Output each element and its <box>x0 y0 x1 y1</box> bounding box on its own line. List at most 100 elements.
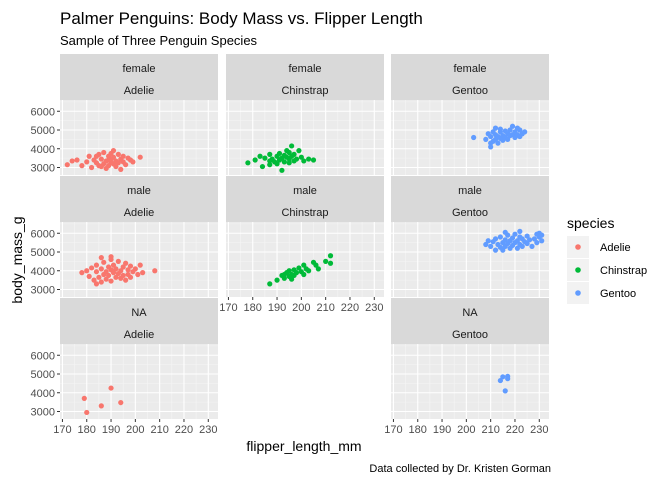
data-point <box>267 281 273 287</box>
data-point <box>524 233 530 239</box>
y-tick-label: 5000 <box>31 369 55 381</box>
data-point <box>103 269 109 275</box>
x-tick-label: 170 <box>384 424 402 436</box>
facet-panel: female Gentoo <box>391 54 549 175</box>
legend-marker <box>575 290 581 296</box>
data-point <box>289 143 295 149</box>
data-point <box>495 140 501 146</box>
y-axis-label: body_mass_g <box>9 216 25 303</box>
data-point <box>64 162 70 168</box>
data-point <box>84 268 90 274</box>
data-point <box>306 268 312 274</box>
x-tick-label: 230 <box>530 424 548 436</box>
data-point <box>522 129 528 135</box>
data-point <box>539 232 545 238</box>
y-tick-label: 6000 <box>31 106 55 118</box>
chart-title: Palmer Penguins: Body Mass vs. Flipper L… <box>60 9 423 28</box>
facet-strip-species: Adelie <box>124 329 155 341</box>
data-point <box>118 268 124 274</box>
data-point <box>113 266 119 272</box>
data-point <box>79 270 85 276</box>
x-tick-label: 180 <box>78 424 96 436</box>
data-point <box>108 385 114 391</box>
x-tick-label: 190 <box>433 424 451 436</box>
data-point <box>514 238 521 244</box>
data-point <box>110 148 117 154</box>
data-point <box>500 374 506 380</box>
facet-panels: female Adelie 3000 4000 5000 6000 female Chinst… <box>31 54 549 436</box>
data-point <box>276 150 283 157</box>
data-point <box>488 133 494 140</box>
data-point <box>110 270 117 276</box>
data-point <box>492 236 499 242</box>
data-point <box>502 388 508 394</box>
data-point <box>517 127 523 133</box>
data-point <box>245 160 251 166</box>
data-point <box>113 163 119 170</box>
facet-strip <box>226 176 384 222</box>
x-tick-label: 170 <box>53 424 71 436</box>
data-point <box>274 277 280 283</box>
data-point <box>291 151 297 157</box>
data-point <box>127 263 134 269</box>
data-point <box>125 267 131 273</box>
data-point <box>120 153 126 159</box>
data-point <box>507 127 513 133</box>
data-point <box>274 161 280 167</box>
x-tick-label: 190 <box>102 424 120 436</box>
legend: species Adelie Chinstrap Gentoo <box>567 215 647 304</box>
legend-marker <box>575 244 581 250</box>
data-point <box>502 229 508 235</box>
data-point <box>262 155 268 161</box>
facet-strip <box>226 54 384 100</box>
legend-label: Adelie <box>600 242 631 254</box>
data-point <box>315 266 321 272</box>
data-point <box>110 154 117 160</box>
facet-panel: male Chinstrap 170 180 190 200 210 220 230 <box>219 176 384 314</box>
facet-strip-species: Gentoo <box>452 329 488 341</box>
facet-strip <box>60 298 218 344</box>
data-point <box>98 255 104 261</box>
data-point <box>69 158 75 164</box>
data-point <box>313 262 319 268</box>
data-point <box>279 167 285 173</box>
facet-panel: male Adelie 3000 4000 5000 6000 <box>31 176 218 297</box>
x-tick-label: 210 <box>481 424 499 436</box>
data-point <box>524 240 530 247</box>
data-point <box>252 157 258 163</box>
x-tick-label: 230 <box>199 424 217 436</box>
data-point <box>514 245 521 251</box>
facet-strip-sex: NA <box>131 307 147 319</box>
x-tick-label: 180 <box>409 424 427 436</box>
data-point <box>293 156 300 162</box>
x-tick-label: 220 <box>341 302 359 314</box>
y-tick-label: 4000 <box>31 266 55 278</box>
data-point <box>327 260 334 266</box>
x-tick-label: 200 <box>457 424 475 436</box>
data-point <box>286 160 292 166</box>
legend-title: species <box>567 215 614 231</box>
y-tick-label: 3000 <box>31 285 55 297</box>
data-point <box>101 149 107 156</box>
data-point <box>296 148 302 154</box>
facet-strip <box>391 54 549 100</box>
data-point <box>91 277 97 283</box>
data-point <box>298 154 304 160</box>
data-point <box>509 123 516 129</box>
data-point <box>483 241 489 248</box>
facet-panel: NA Adelie 3000 4000 5000 6000 170 180 190 200 210 2… <box>31 298 218 436</box>
legend-marker <box>575 267 581 273</box>
x-tick-label: 190 <box>268 302 286 314</box>
y-tick-label: 6000 <box>31 350 55 362</box>
x-tick-label: 180 <box>244 302 262 314</box>
data-point <box>505 136 511 142</box>
data-point <box>281 275 287 281</box>
data-point <box>81 395 87 401</box>
data-point <box>115 151 121 157</box>
facet-strip-species: Adelie <box>124 85 155 97</box>
data-point <box>483 136 489 142</box>
data-point <box>115 258 121 264</box>
data-point <box>74 157 80 163</box>
data-point <box>127 274 134 280</box>
